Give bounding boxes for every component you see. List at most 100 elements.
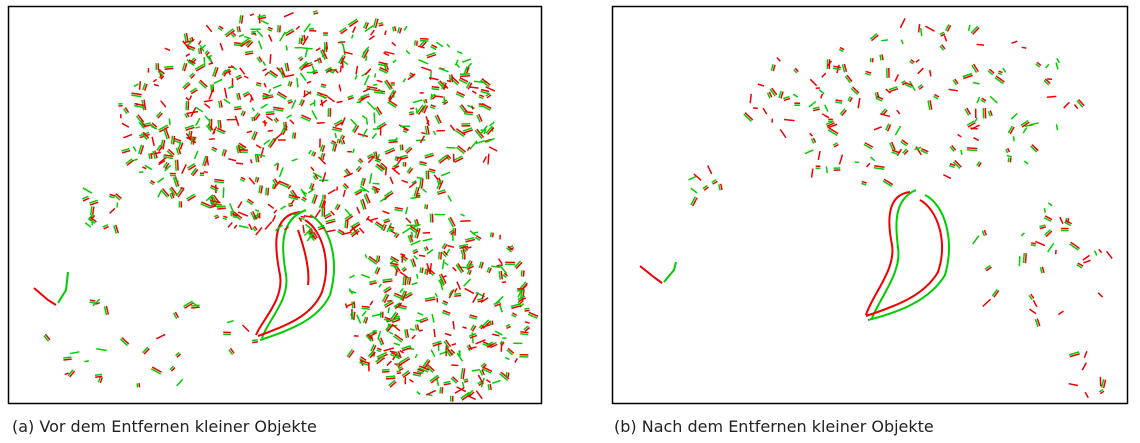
edge-segment (410, 108, 414, 109)
edge-segment (223, 187, 224, 197)
edge-segment (375, 73, 376, 77)
edge-segment (1025, 253, 1026, 263)
edge-segment (977, 44, 984, 45)
edge-segment (341, 141, 342, 145)
edge-segment (379, 25, 384, 26)
edge-segment (347, 220, 348, 228)
edge-segment (242, 15, 243, 23)
edge-segment (826, 166, 827, 173)
caption: (a) Vor dem Entfernen kleiner Objekte (12, 417, 317, 436)
edge-segment (278, 25, 279, 32)
edge-segment (434, 96, 443, 97)
edge-segment (300, 219, 304, 220)
edge-segment (374, 112, 375, 123)
edge-segment (524, 308, 529, 309)
edge-segment (352, 312, 353, 320)
edge-segment (266, 114, 275, 115)
edge-segment (237, 27, 238, 33)
caption: (b) Nach dem Entfernen kleiner Objekte (614, 417, 934, 436)
edge-segment (137, 383, 138, 387)
edge-segment (301, 38, 302, 44)
edge-segment (337, 101, 343, 102)
edge-segment (417, 41, 418, 46)
edge-segment (343, 140, 344, 144)
edge-segment (416, 325, 417, 331)
edge-segment (362, 306, 370, 307)
edge-segment (252, 342, 258, 343)
edge-segment (240, 15, 241, 23)
edge-segment (337, 139, 338, 143)
edge-segment (420, 267, 421, 272)
edge-segment (220, 120, 221, 129)
edge-segment (191, 307, 199, 308)
edge-segment (970, 128, 977, 129)
edge-segment (506, 372, 507, 376)
edge-segment (419, 330, 423, 331)
edge-segment (233, 215, 239, 216)
edge-segment (165, 68, 174, 69)
edge-segment (442, 387, 443, 393)
edge-segment (140, 81, 141, 90)
edge-segment (1031, 243, 1036, 244)
edge-segment (416, 320, 422, 321)
edge-segment (378, 23, 383, 24)
edge-segment (431, 94, 432, 100)
edge-segment (451, 365, 458, 366)
edge-segment (236, 163, 243, 164)
edge-segment (382, 371, 389, 372)
edge-segment (139, 383, 140, 387)
edge-segment (339, 139, 340, 143)
edge-segment (169, 119, 170, 126)
edge-segment (317, 123, 325, 124)
edge-segment (1008, 158, 1009, 162)
edge-segment (266, 112, 275, 113)
edge-segment (239, 26, 240, 32)
edge-segment (286, 45, 287, 50)
edge-segment (196, 127, 200, 128)
edge-segment (881, 40, 887, 41)
edge-segment (301, 217, 305, 218)
edge-segment (1047, 79, 1052, 80)
edge-segment (502, 282, 506, 283)
edge-segment (525, 310, 530, 311)
edge-segment (409, 114, 414, 115)
edge-segment (84, 361, 88, 362)
edge-segment (295, 133, 296, 139)
edge-segment (452, 74, 453, 82)
edge-segment (441, 252, 442, 260)
edge-segment (921, 28, 922, 36)
edge-segment (178, 160, 179, 171)
edge-segment (379, 256, 380, 262)
edge-segment (217, 206, 226, 207)
edge-segment (302, 48, 312, 49)
edge-segment (961, 150, 962, 155)
edge-segment (1013, 136, 1014, 141)
edge-segment (422, 268, 423, 273)
edge-segment (454, 294, 461, 295)
edge-segment (256, 155, 257, 163)
edge-segment (426, 99, 427, 103)
edge-segment (753, 108, 758, 109)
edge-segment (454, 296, 461, 297)
edge-segment (431, 89, 439, 90)
edge-segment (284, 122, 285, 131)
edge-segment (967, 150, 977, 151)
edge-segment (520, 332, 528, 333)
edge-segment (520, 334, 528, 335)
edge-segment (340, 66, 341, 73)
edge-segment (882, 54, 883, 60)
edge-segment (63, 357, 71, 358)
edge-segment (304, 35, 305, 41)
edge-segment (354, 312, 355, 320)
edge-segment (447, 81, 451, 82)
edge-segment (488, 384, 489, 390)
edge-segment (191, 137, 192, 144)
edge-segment (427, 269, 428, 274)
edge-segment (459, 350, 460, 356)
edge-segment (403, 276, 404, 285)
edge-segment (335, 133, 336, 138)
edge-segment (400, 145, 401, 151)
edge-segment (293, 132, 294, 138)
edge-segment (425, 269, 426, 274)
edge-segment (211, 84, 212, 91)
